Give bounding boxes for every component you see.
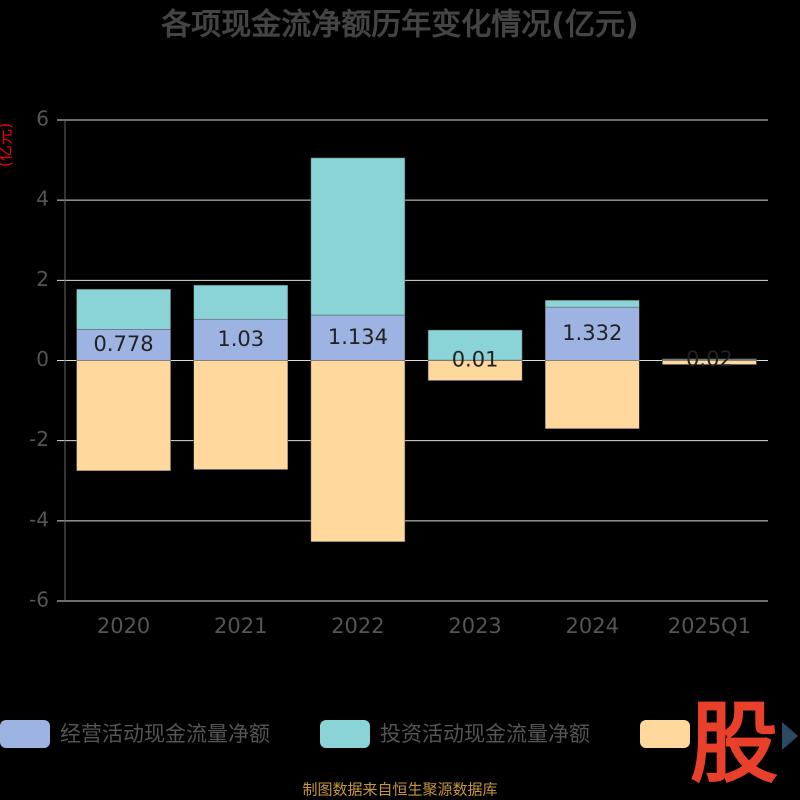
x-tick-label: 2023 <box>448 614 501 638</box>
y-tick-label: -4 <box>29 507 49 531</box>
y-tick-label: 0 <box>36 347 49 371</box>
source-note: 制图数据来自恒生聚源数据库 <box>302 781 497 799</box>
bar <box>310 360 406 542</box>
bar <box>545 360 640 429</box>
watermark: 股 <box>690 692 778 795</box>
bar <box>76 288 171 330</box>
y-tick-label: -2 <box>29 427 49 451</box>
y-tick-label: 2 <box>36 267 49 291</box>
data-label: 0.01 <box>452 347 499 371</box>
legend-swatch <box>640 720 690 748</box>
x-tick-label: 2020 <box>97 614 150 638</box>
bar <box>193 318 288 361</box>
y-tick-label: 6 <box>36 107 49 131</box>
data-label: 0.778 <box>94 332 154 356</box>
bar <box>662 358 757 360</box>
legend-swatch <box>0 720 50 748</box>
data-label: 1.134 <box>328 325 388 349</box>
data-label: 0.02 <box>686 347 733 371</box>
bar <box>662 360 757 365</box>
bar <box>76 329 171 361</box>
y-tick-label: -6 <box>29 588 49 612</box>
chart-title: 各项现金流净额历年变化情况(亿元) <box>160 8 638 43</box>
legend-swatch <box>320 720 370 748</box>
watermark-arrow <box>782 722 798 750</box>
bar <box>427 329 523 361</box>
bar <box>76 360 171 471</box>
bar <box>545 300 640 308</box>
y-axis-label: (亿元) <box>0 123 15 168</box>
bar <box>193 360 288 470</box>
bar <box>427 360 523 381</box>
x-tick-label: 2025Q1 <box>668 614 751 638</box>
legend-label: 投资活动现金流量净额 <box>380 722 590 746</box>
data-label: 1.03 <box>217 327 264 351</box>
x-tick-label: 2024 <box>566 614 619 638</box>
y-tick-label: 4 <box>36 187 49 211</box>
legend-label: 经营活动现金流量净额 <box>60 722 270 746</box>
data-label: 1.332 <box>562 321 622 345</box>
x-tick-label: 2021 <box>214 614 267 638</box>
x-tick-label: 2022 <box>331 614 384 638</box>
bar <box>193 284 288 320</box>
bar <box>310 157 406 316</box>
